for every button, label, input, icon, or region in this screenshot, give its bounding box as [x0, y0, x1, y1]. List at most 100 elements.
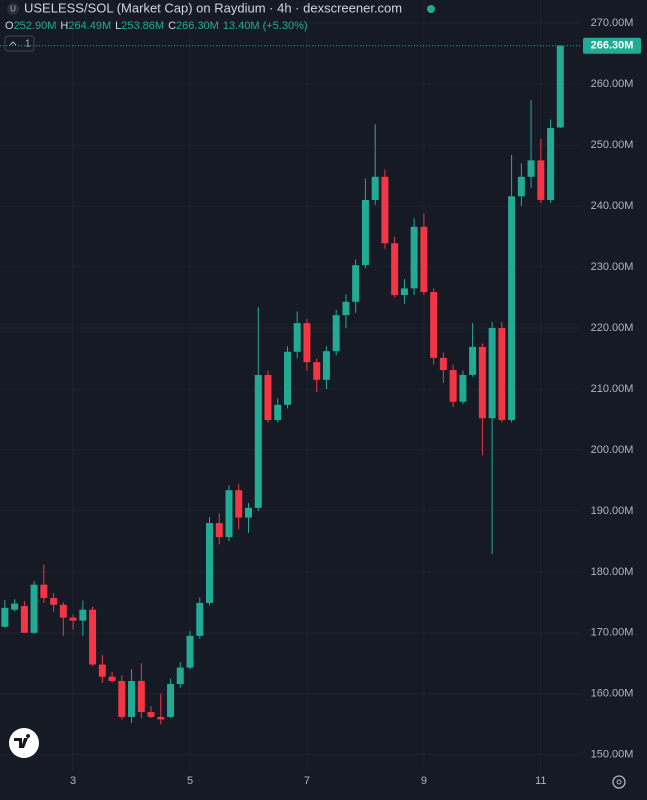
- candle-body: [283, 351, 291, 405]
- candle-body: [430, 292, 438, 358]
- candle-body: [30, 584, 38, 633]
- ohlc-key: C: [168, 20, 176, 32]
- collapse-icon: [9, 41, 17, 46]
- y-tick-label: 240.00M: [591, 200, 634, 212]
- candle-body: [508, 196, 516, 421]
- grid: [0, 0, 580, 770]
- candle-body: [137, 680, 145, 713]
- interval-badge[interactable]: [4, 35, 35, 52]
- ohlc-value: 252.90M: [14, 20, 57, 32]
- change: 13.40M (+5.30%): [223, 20, 308, 32]
- status-dot: [427, 5, 435, 13]
- candle-body: [128, 680, 136, 717]
- candle-body: [89, 609, 97, 665]
- candle-body: [303, 323, 311, 363]
- candle-body: [439, 357, 447, 371]
- y-tick-label: 250.00M: [591, 139, 634, 151]
- candle-body: [537, 160, 545, 200]
- y-tick-label: 230.00M: [591, 261, 634, 273]
- x-tick-label: 5: [187, 775, 193, 787]
- x-tick-label: 11: [535, 775, 546, 787]
- y-tick-label: 170.00M: [591, 627, 634, 639]
- candle-body: [215, 523, 223, 538]
- candle-body: [361, 199, 369, 266]
- candle-body: [167, 684, 175, 717]
- candle-body: [517, 176, 525, 197]
- candle-body: [20, 606, 28, 633]
- candle-body: [79, 609, 87, 621]
- candle-body: [40, 584, 48, 599]
- candle-body: [420, 226, 428, 293]
- y-tick-label: 190.00M: [591, 505, 634, 517]
- last-price-label: 266.30M: [591, 40, 634, 52]
- candle-body: [498, 327, 506, 421]
- candle-body: [11, 603, 19, 610]
- candle-body: [342, 301, 350, 316]
- y-tick-label: 180.00M: [591, 566, 634, 578]
- settings-icon[interactable]: [612, 775, 626, 789]
- y-tick-label: 210.00M: [591, 383, 634, 395]
- ohlc-legend: O 252.90M H 264.49M L 253.86M C 266.30M 13.40M (…: [5, 20, 308, 32]
- candle-body: [147, 712, 155, 717]
- ohlc-value: 253.86M: [121, 20, 164, 32]
- candle-body: [556, 45, 564, 128]
- candle-body: [322, 351, 330, 380]
- candles: [1, 45, 564, 725]
- candle-body: [459, 374, 467, 402]
- interval-badge-text: 1: [25, 39, 31, 50]
- candle-body: [118, 680, 126, 717]
- candle-body: [254, 374, 262, 508]
- y-tick-label: 200.00M: [591, 444, 634, 456]
- candle-body: [98, 664, 106, 677]
- y-tick-label: 220.00M: [591, 322, 634, 334]
- candle-body: [176, 667, 184, 685]
- candle-body: [547, 128, 555, 200]
- candle-body: [157, 716, 165, 720]
- x-tick-label: 7: [304, 775, 310, 787]
- candle-body: [400, 288, 408, 296]
- candle-body: [527, 160, 535, 177]
- last-price-box: [583, 37, 641, 54]
- candle-body: [244, 507, 252, 518]
- x-tick-label: 9: [421, 775, 427, 787]
- chart-title: USELESS/SOL (Market Cap) on Raydium · 4h…: [24, 0, 402, 15]
- x-tick-label: 3: [70, 775, 76, 787]
- candle-body: [469, 346, 477, 375]
- token-icon: [7, 3, 19, 15]
- y-tick-label: 150.00M: [591, 749, 634, 761]
- candle-body: [488, 327, 496, 419]
- candle-body: [59, 604, 67, 618]
- ohlc-key: L: [115, 20, 121, 32]
- candle-body: [381, 176, 389, 244]
- token-icon-letter: U: [10, 5, 16, 14]
- axes: 150.00M 160.00M 170.00M 180.00M 190.00M 200.0…: [0, 17, 641, 787]
- candle-body: [352, 265, 360, 302]
- y-tick-label: 160.00M: [591, 688, 634, 700]
- candle-body: [186, 635, 194, 668]
- candle-body: [196, 602, 204, 636]
- candle-body: [108, 676, 116, 681]
- candle-body: [225, 490, 233, 538]
- candle-body: [235, 490, 243, 518]
- candle-body: [274, 404, 282, 421]
- candle-body: [391, 243, 399, 296]
- candle-body: [293, 323, 301, 352]
- candle-body: [313, 362, 321, 380]
- candle-body: [410, 226, 418, 289]
- ohlc-value: 264.49M: [68, 20, 111, 32]
- candle-body: [50, 598, 58, 605]
- candle-body: [449, 370, 457, 402]
- candle-body: [205, 523, 213, 603]
- y-tick-label: 260.00M: [591, 78, 634, 90]
- candle-body: [1, 607, 9, 627]
- candle-body: [332, 315, 340, 352]
- candle-body: [478, 346, 486, 419]
- candle-body: [69, 617, 77, 621]
- ohlc-key: O: [5, 20, 14, 32]
- y-tick-label: 270.00M: [591, 17, 634, 29]
- logo-mark: [14, 734, 31, 748]
- candle-body: [264, 374, 272, 421]
